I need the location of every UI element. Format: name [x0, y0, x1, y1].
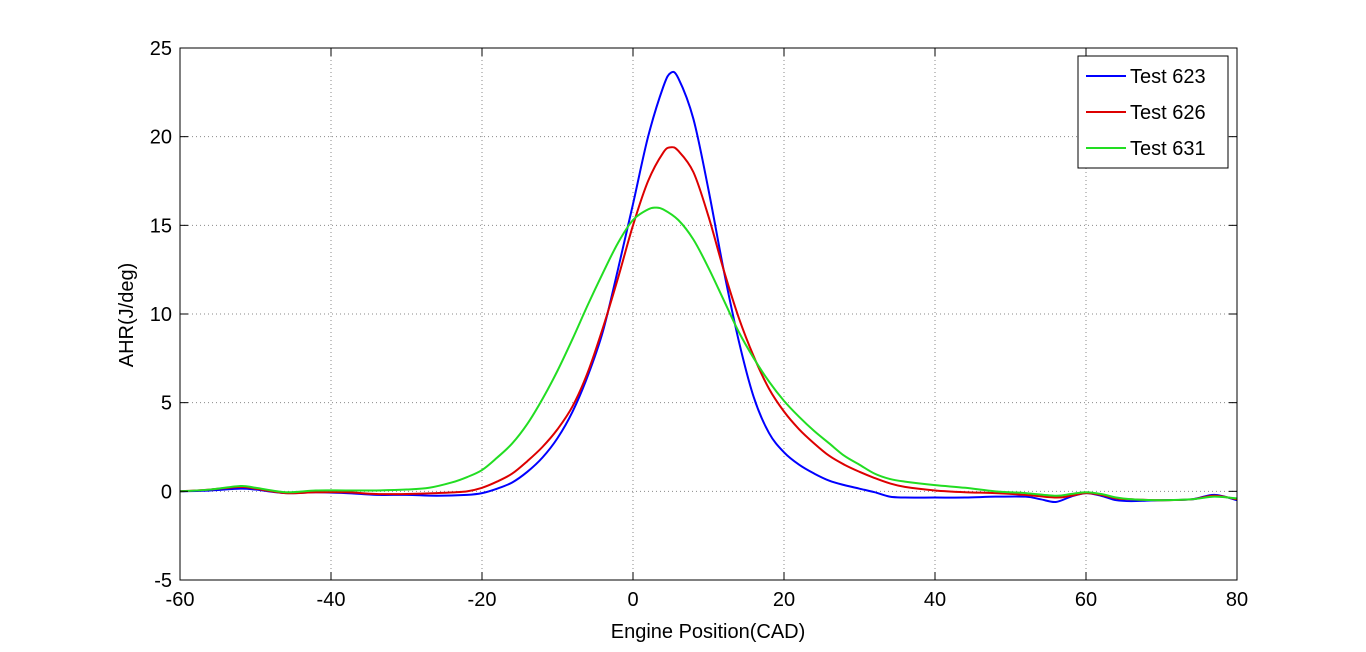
- x-tick-label: 60: [1075, 589, 1097, 611]
- y-tick-label: 25: [150, 38, 172, 60]
- y-tick-label: 0: [161, 481, 172, 503]
- legend-label-1: Test 623: [1130, 66, 1206, 88]
- series-line-2: [179, 146, 1238, 502]
- x-tick-label: -60: [166, 589, 195, 611]
- tick-labels: -60 -40 -20 0 20 40 60 80 -5 0 5 10 15 20 25: [150, 38, 1248, 611]
- series-line-3: [179, 206, 1238, 502]
- y-tick-label: 10: [150, 304, 172, 326]
- x-tick-label: -40: [317, 589, 346, 611]
- y-tick-label: -5: [154, 570, 172, 592]
- x-tick-label: 40: [924, 589, 946, 611]
- y-tick-label: 15: [150, 215, 172, 237]
- series-line-1: [179, 70, 1238, 504]
- x-tick-label: 0: [627, 589, 638, 611]
- y-tick-label: 5: [161, 393, 172, 415]
- legend: Test 623 Test 626 Test 631: [1077, 55, 1229, 169]
- x-tick-label: -20: [468, 589, 497, 611]
- grid-lines: [180, 48, 1237, 580]
- x-axis-label: Engine Position(CAD): [611, 621, 806, 643]
- x-tick-label: 80: [1226, 589, 1248, 611]
- y-tick-label: 20: [150, 127, 172, 149]
- legend-label-3: Test 631: [1130, 138, 1206, 160]
- series-lines: [179, 70, 1238, 504]
- x-tick-label: 20: [773, 589, 795, 611]
- axes: [179, 47, 1238, 581]
- legend-label-2: Test 626: [1130, 102, 1206, 124]
- y-axis-label: AHR(J/deg): [116, 263, 138, 367]
